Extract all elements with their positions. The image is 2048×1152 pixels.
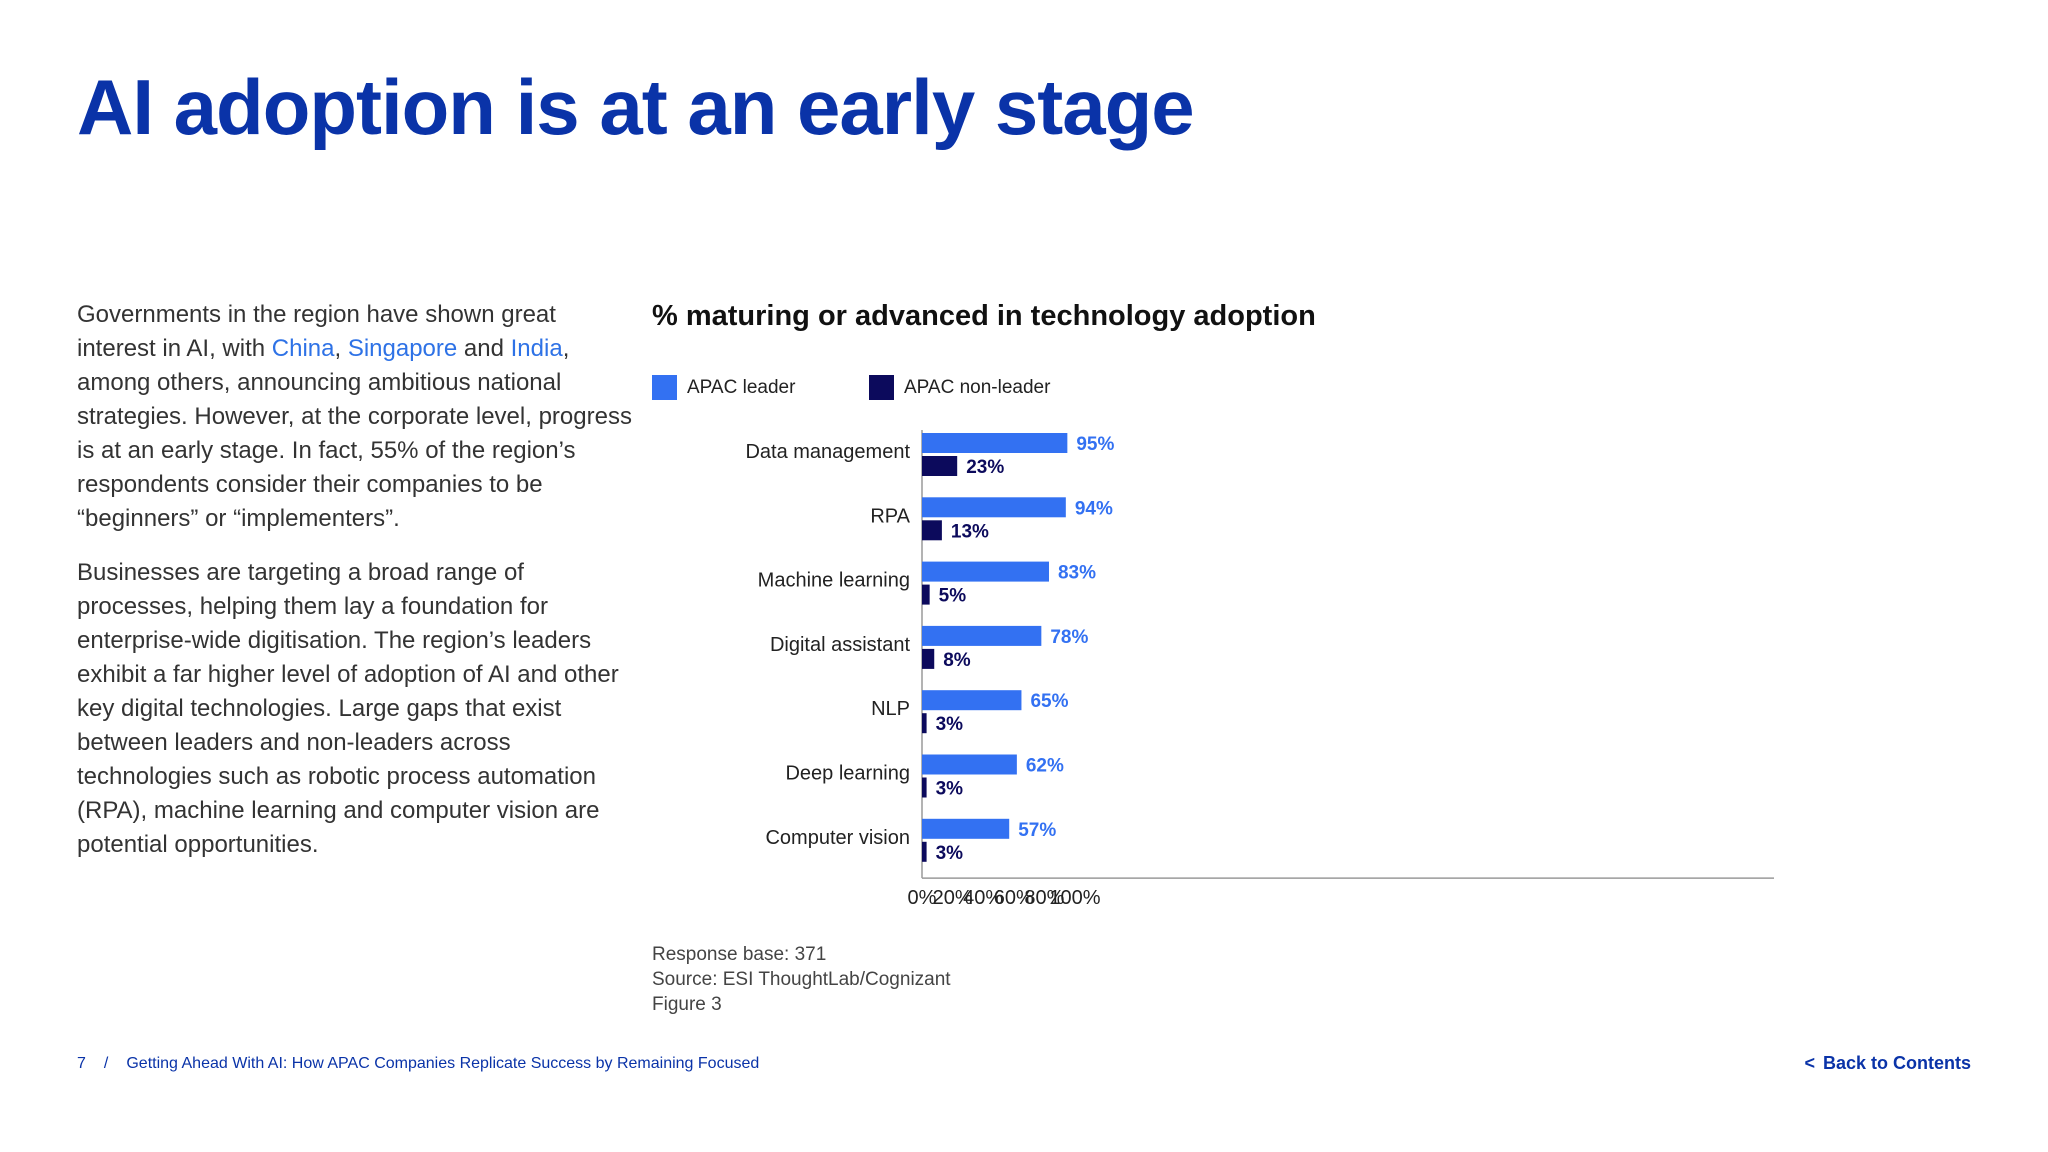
singapore-link[interactable]: Singapore [347,335,458,362]
bar-chart: Data management 95% 23% RPA 94% 13% Machine le… [745,430,1774,909]
chart-title: % maturing or advanced in technology ado… [652,300,1316,332]
legend-swatch-non-leader [869,375,894,400]
page-title: AI adoption is at an early stage [77,63,1195,151]
legend-item-non-leader: APAC non-leader [869,375,1050,400]
x-tick-label-80: 80% [1024,887,1064,909]
bar-apac-leader-deep-learning [922,754,1017,775]
bar-apac-non-leader-rpa [922,520,942,541]
bar-apac-leader-computer-vision [922,818,1010,839]
category-label-machine-learning: Machine learning [758,570,910,592]
page-number: 7 [77,1055,86,1072]
category-label-digital-assistant: Digital assistant [770,634,911,656]
source-note: Source: ESI ThoughtLab/Cognizant [652,969,951,990]
bar-apac-leader-nlp [922,690,1022,711]
india-link[interactable]: India [510,335,563,362]
legend-item-leader: APAC leader [652,375,795,400]
bar-apac-leader-digital-assistant [922,625,1042,646]
bar-apac-leader-rpa [922,497,1066,518]
bar-apac-non-leader-digital-assistant [922,648,935,669]
intro-text-start: Governments in the region have shown gre… [77,301,556,362]
chevron-left-icon: < [1804,1053,1815,1073]
figure-label: Figure 3 [652,994,722,1015]
category-label-nlp: NLP [871,698,910,720]
bar-apac-non-leader-nlp [922,713,927,734]
second-paragraph: Businesses are targeting a broad range o… [77,559,619,858]
x-tick-label-20: 20% [933,887,973,909]
data-label-apac-leader-nlp: 65% [1030,691,1068,712]
bar-apac-non-leader-data-management [922,456,958,476]
data-label-apac-non-leader-deep-learning: 3% [936,779,964,800]
chart-notes: Response base: 371 Source: ESI ThoughtLa… [652,942,951,1017]
x-tick-label-60: 60% [994,887,1034,909]
data-label-apac-leader-deep-learning: 62% [1026,756,1064,777]
footer-separator: / [103,1055,109,1072]
response-base: Response base: 371 [652,944,827,965]
data-label-apac-leader-rpa: 94% [1075,498,1113,519]
data-label-apac-non-leader-data-management: 23% [966,457,1004,478]
legend-label-non-leader: APAC non-leader [904,376,1051,398]
data-label-apac-leader-machine-learning: 83% [1058,563,1096,584]
intro-text-end: , among others, announcing ambitious nat… [77,335,632,532]
intro-and: and [457,335,511,362]
body-text: Governments in the region have shown gre… [77,298,637,882]
document-title: Getting Ahead With AI: How APAC Companie… [126,1055,760,1072]
intro-comma: , [334,335,348,362]
legend-label-leader: APAC leader [687,376,796,398]
data-label-apac-leader-digital-assistant: 78% [1050,627,1088,648]
footer: 7 / Getting Ahead With AI: How APAC Compan… [77,1055,759,1073]
data-label-apac-leader-computer-vision: 57% [1018,820,1056,841]
category-label-deep-learning: Deep learning [785,763,910,785]
bar-apac-non-leader-machine-learning [922,584,930,605]
category-label-rpa: RPA [870,505,910,527]
category-label-data-management: Data management [745,441,910,463]
data-label-apac-non-leader-machine-learning: 5% [939,586,967,607]
data-label-apac-leader-data-management: 95% [1076,434,1114,455]
data-label-apac-non-leader-nlp: 3% [936,714,964,735]
bar-apac-non-leader-computer-vision [922,841,927,862]
back-to-contents-label: Back to Contents [1822,1053,1971,1073]
x-tick-label-0: 0% [908,887,937,909]
bar-apac-leader-machine-learning [922,561,1049,582]
back-to-contents-link[interactable]: < Back to Contents [1804,1053,1971,1074]
intro-paragraph: Governments in the region have shown gre… [77,298,637,536]
x-tick-label-40: 40% [963,887,1003,909]
data-label-apac-non-leader-digital-assistant: 8% [943,650,971,671]
data-label-apac-non-leader-computer-vision: 3% [936,843,964,864]
data-label-apac-non-leader-rpa: 13% [951,521,989,542]
category-label-computer-vision: Computer vision [765,827,910,849]
china-link[interactable]: China [271,335,335,362]
bar-apac-non-leader-deep-learning [922,777,927,798]
x-tick-label-100: 100% [1049,887,1100,909]
bar-apac-leader-data-management [922,433,1068,453]
legend-swatch-leader [652,375,677,400]
